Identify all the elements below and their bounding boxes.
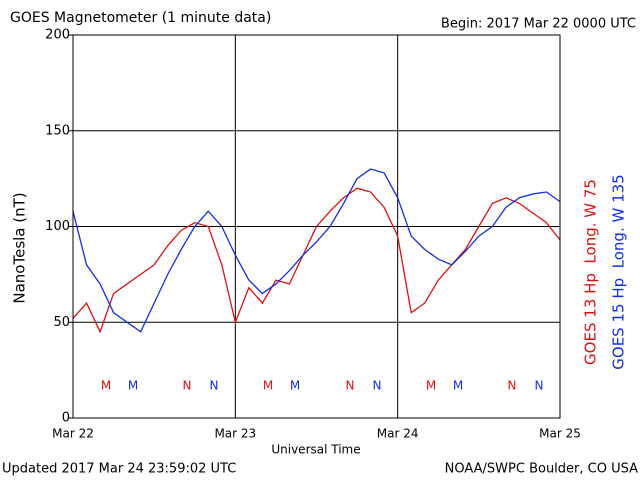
x-axis-label: Universal Time xyxy=(271,443,360,457)
annotation: N xyxy=(346,379,355,393)
annotation: M xyxy=(453,379,463,393)
y-tick-label: 200 xyxy=(45,28,70,43)
annotation: M xyxy=(101,379,111,393)
chart-subtitle: Begin: 2017 Mar 22 0000 UTC xyxy=(441,17,636,32)
y-tick-label: 100 xyxy=(45,219,70,234)
data-line xyxy=(72,187,561,334)
legend-entry: GOES 15 Hp Long. W 135 xyxy=(610,174,628,369)
footer-left: Updated 2017 Mar 24 23:59:02 UTC xyxy=(2,462,236,477)
y-tick-label: 150 xyxy=(45,123,70,138)
plot-frame xyxy=(72,34,561,419)
footer-right: NOAA/SWPC Boulder, CO USA xyxy=(445,462,638,477)
data-line xyxy=(72,168,561,333)
x-tick-label: Mar 24 xyxy=(377,427,419,441)
annotation: N xyxy=(210,379,219,393)
y-axis-label: NanoTesla (nT) xyxy=(11,192,29,303)
annotation: M xyxy=(128,379,138,393)
x-tick-label: Mar 23 xyxy=(214,427,256,441)
x-tick-label: Mar 22 xyxy=(52,427,94,441)
annotation: M xyxy=(290,379,300,393)
chart-title: GOES Magnetometer (1 minute data) xyxy=(10,10,271,26)
annotation: N xyxy=(535,379,544,393)
x-tick-label: Mar 25 xyxy=(539,427,581,441)
annotation: M xyxy=(263,379,273,393)
annotation: N xyxy=(183,379,192,393)
annotation: M xyxy=(426,379,436,393)
annotation: N xyxy=(373,379,382,393)
y-tick-label: 0 xyxy=(62,411,70,426)
legend-entry: GOES 13 Hp Long. W 75 xyxy=(582,179,600,365)
y-tick-label: 50 xyxy=(53,315,70,330)
annotation: N xyxy=(508,379,517,393)
